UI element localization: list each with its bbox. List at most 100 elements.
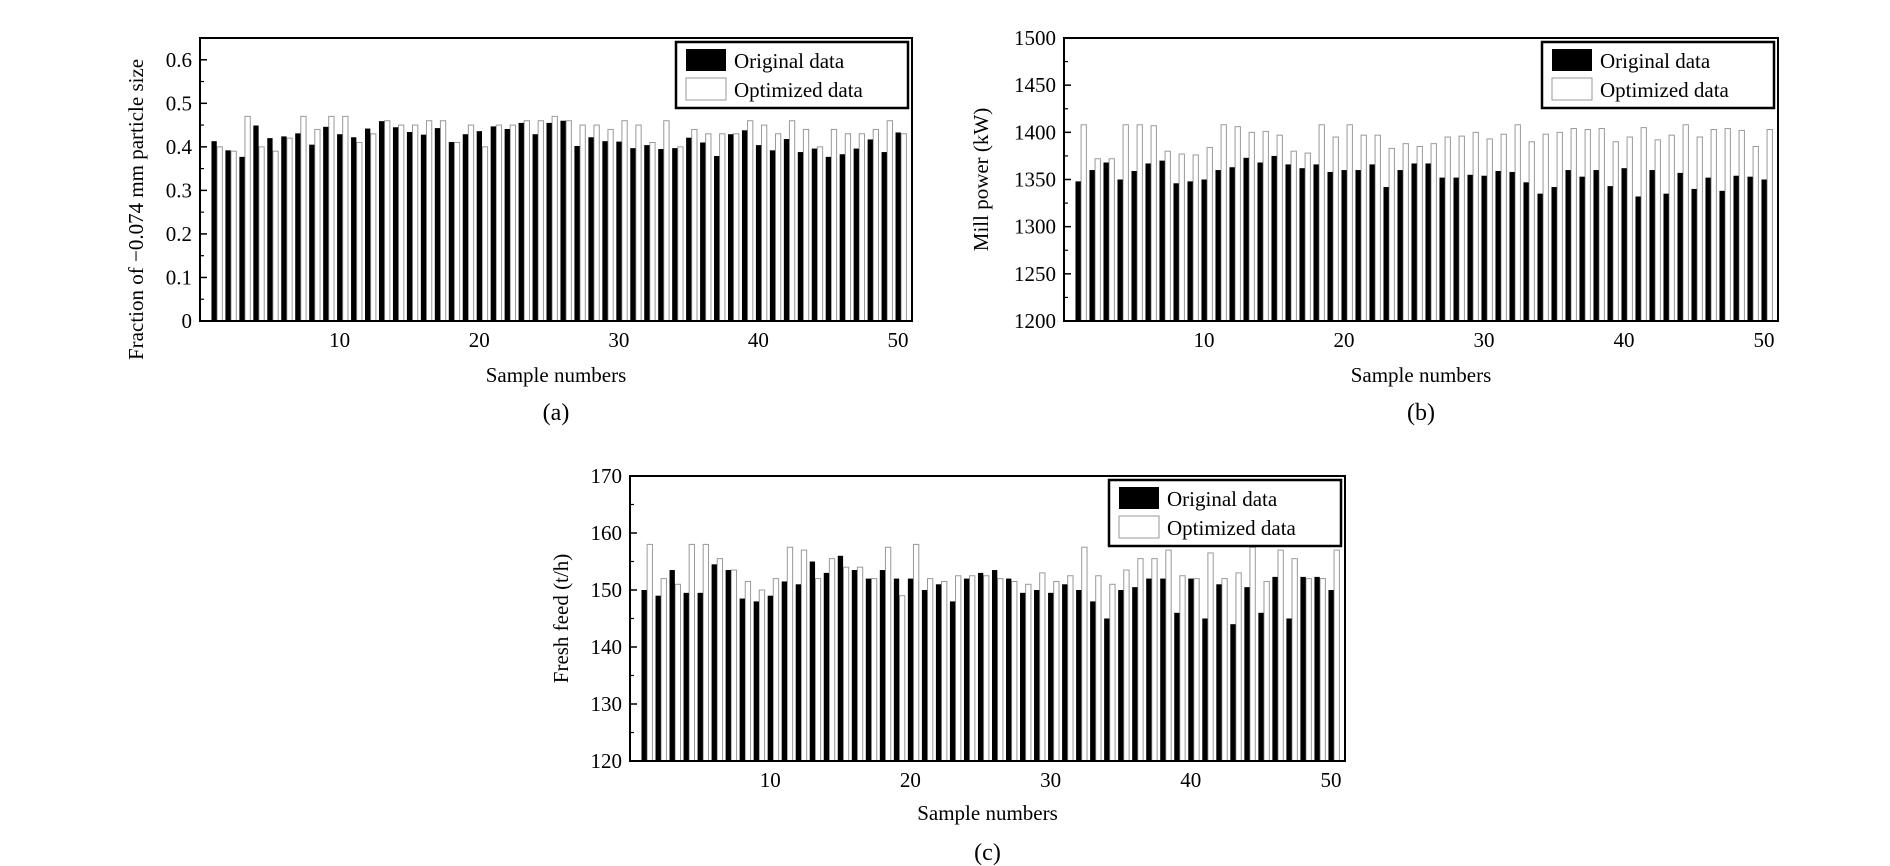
bar-optimized xyxy=(886,120,893,322)
legend-swatch-original xyxy=(686,49,726,71)
panel-caption: (b) xyxy=(1407,400,1435,426)
bar-optimized xyxy=(1123,569,1130,762)
bar-optimized xyxy=(733,133,740,322)
bar-original xyxy=(1411,163,1417,321)
y-tick-label: 1250 xyxy=(1014,262,1056,286)
bar-original xyxy=(769,150,776,321)
bar-optimized xyxy=(1206,146,1213,322)
bar-optimized xyxy=(788,120,796,322)
x-tick-label: 40 xyxy=(748,328,769,352)
bar-original xyxy=(867,139,873,321)
bar-optimized xyxy=(1360,134,1367,322)
bar-optimized xyxy=(1277,549,1284,762)
bar-optimized xyxy=(537,120,544,322)
bar-original xyxy=(1258,612,1264,761)
y-axis-label: Mill power (kW) xyxy=(969,108,993,251)
bar-original xyxy=(700,142,706,321)
bar-optimized xyxy=(509,124,517,322)
x-tick-label: 50 xyxy=(1320,768,1341,792)
legend-swatch-original xyxy=(1552,49,1592,71)
bar-optimized xyxy=(800,549,808,762)
bar-optimized xyxy=(258,146,265,322)
bar-optimized xyxy=(677,146,684,322)
bar-original xyxy=(1202,618,1208,761)
bar-optimized xyxy=(1584,129,1591,322)
bar-optimized xyxy=(411,124,419,322)
bar-optimized xyxy=(1193,578,1200,762)
bar-original xyxy=(309,144,315,321)
legend-swatch-optimized xyxy=(1551,77,1593,101)
bar-original xyxy=(1272,576,1278,761)
bar-optimized xyxy=(1626,136,1633,322)
bar-optimized xyxy=(1164,150,1171,322)
bar-optimized xyxy=(1682,124,1689,322)
bar-optimized xyxy=(1305,578,1312,762)
bar-original xyxy=(644,145,650,321)
bar-optimized xyxy=(702,543,710,762)
bar-optimized xyxy=(1318,124,1325,322)
bar-original xyxy=(1090,601,1096,761)
bar-optimized xyxy=(1234,126,1241,322)
bar-original xyxy=(739,598,745,761)
bar-original xyxy=(755,145,762,321)
bar-optimized xyxy=(941,580,948,762)
bar-original xyxy=(781,581,788,761)
bar-original xyxy=(1593,170,1599,321)
bar-optimized xyxy=(1192,154,1199,322)
bar-optimized xyxy=(1137,558,1144,762)
bar-original xyxy=(1565,170,1571,321)
bar-optimized xyxy=(1235,572,1242,762)
bar-optimized xyxy=(551,115,558,322)
y-tick-label: 150 xyxy=(591,578,623,602)
bar-original xyxy=(1173,183,1179,321)
bar-optimized xyxy=(1151,558,1158,762)
bar-optimized xyxy=(1011,580,1018,762)
bar-optimized xyxy=(439,120,447,322)
legend-label-original: Original data xyxy=(1600,49,1711,73)
x-tick-label: 50 xyxy=(1754,328,1775,352)
bar-optimized xyxy=(1291,558,1298,762)
bar-optimized xyxy=(705,133,712,322)
bar-original xyxy=(1328,590,1334,761)
bar-original xyxy=(1075,181,1081,321)
bar-optimized xyxy=(761,124,768,322)
bar-original xyxy=(532,134,538,321)
bar-original xyxy=(907,578,914,761)
bar-optimized xyxy=(1221,578,1228,762)
bar-original xyxy=(893,578,900,761)
bar-optimized xyxy=(1165,549,1172,762)
bar-optimized xyxy=(1333,549,1340,762)
bar-original xyxy=(1174,612,1180,761)
bar-optimized xyxy=(691,128,698,322)
bar-original xyxy=(1439,177,1445,321)
x-tick-label: 40 xyxy=(1614,328,1635,352)
bar-optimized xyxy=(912,543,920,762)
bar-original xyxy=(977,572,984,761)
bar-original xyxy=(825,156,832,321)
bar-optimized xyxy=(1095,575,1102,762)
x-tick-label: 10 xyxy=(760,768,781,792)
bar-optimized xyxy=(216,146,223,322)
bar-original xyxy=(1495,171,1501,321)
bar-optimized xyxy=(1094,158,1101,322)
bar-optimized xyxy=(858,133,866,322)
bar-original xyxy=(935,584,942,761)
bar-original xyxy=(655,595,661,761)
bar-optimized xyxy=(856,566,864,762)
x-axis-label: Sample numbers xyxy=(1351,363,1492,387)
bar-original xyxy=(1383,187,1389,321)
bar-optimized xyxy=(1486,138,1493,322)
y-tick-label: 1350 xyxy=(1014,168,1056,192)
bar-original xyxy=(630,148,636,321)
bar-original xyxy=(683,592,689,761)
bar-original xyxy=(839,154,845,321)
bar-optimized xyxy=(1220,124,1227,322)
bar-original xyxy=(225,150,231,321)
bar-optimized xyxy=(1556,131,1563,322)
bar-optimized xyxy=(300,115,307,322)
bar-original xyxy=(560,120,566,321)
bar-optimized xyxy=(523,120,530,322)
x-tick-label: 20 xyxy=(900,768,921,792)
bar-optimized xyxy=(830,128,838,322)
chart-b: 1200 1250 1300 1350 1400 1450 1500 10 20 30 40 50 Sa… xyxy=(969,26,1779,426)
